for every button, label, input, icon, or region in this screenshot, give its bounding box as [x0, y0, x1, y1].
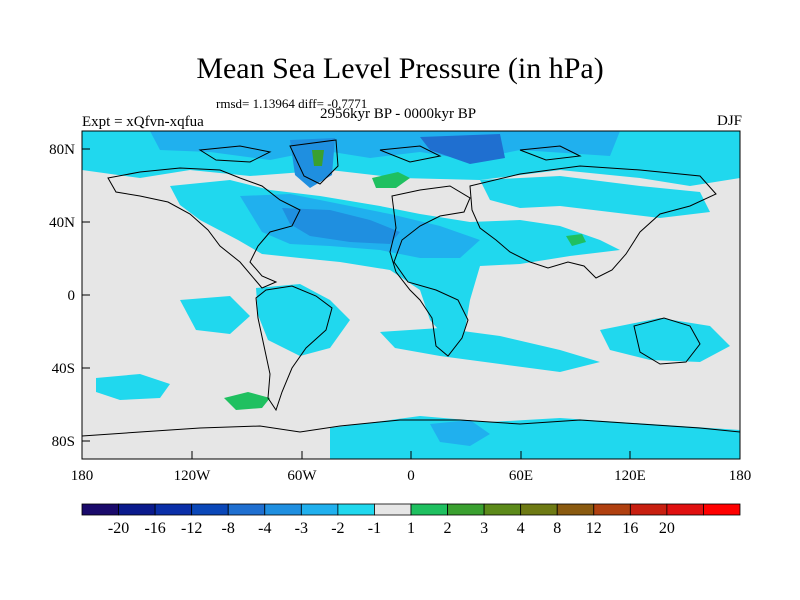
y-tick-label: 80N — [49, 142, 75, 158]
y-axis — [82, 148, 90, 442]
x-tick-label: 120E — [614, 468, 646, 484]
south-pacific-region — [180, 296, 250, 334]
colorbar-swatch — [629, 503, 668, 516]
colorbar-label: -3 — [295, 520, 308, 537]
colorbar-label: -20 — [108, 520, 129, 537]
y-tick-label: 0 — [68, 288, 76, 304]
plot-title: Mean Sea Level Pressure (in hPa) — [196, 52, 604, 85]
period-label: 2956kyr BP - 0000kyr BP — [320, 106, 477, 122]
greenland-positive-patch — [312, 150, 324, 166]
colorbar-swatch — [666, 503, 704, 516]
atlantic-anomaly-deep — [282, 208, 400, 244]
x-tick-labels: 180 120W 60W 0 60E 120E 180 — [71, 468, 752, 484]
colorbar-swatch — [118, 503, 156, 516]
colorbar-label: -2 — [331, 520, 344, 537]
colorbar-label: 1 — [407, 520, 415, 537]
south-pacific-positive-patch — [224, 392, 270, 410]
coastlines — [82, 139, 740, 437]
colorbar-swatch — [191, 503, 229, 516]
x-tick-label: 120W — [174, 468, 212, 484]
colorbar-swatch — [300, 503, 339, 516]
map-field — [82, 131, 740, 459]
arctic-islands-coast — [198, 145, 582, 163]
south-america-region — [256, 284, 350, 356]
colorbar-label: -12 — [181, 520, 202, 537]
asia-anomaly-region — [480, 176, 710, 218]
colorbar-label: 3 — [480, 520, 488, 537]
y-tick-label: 80S — [52, 434, 75, 450]
southeast-pacific-region — [96, 374, 170, 400]
colorbar — [81, 503, 741, 516]
colorbar-label: -8 — [222, 520, 235, 537]
tibet-positive-patch — [566, 234, 586, 246]
colorbar-label: 12 — [586, 520, 602, 537]
x-tick-label: 180 — [729, 468, 752, 484]
colorbar-swatch — [520, 503, 558, 516]
colorbar-label: 2 — [444, 520, 452, 537]
north-america-coast — [107, 167, 301, 289]
antarctic-strong-region — [430, 420, 490, 446]
x-tick-label: 180 — [71, 468, 94, 484]
colorbar-label: 20 — [659, 520, 675, 537]
colorbar-swatch — [374, 503, 412, 516]
south-america-coast — [255, 285, 333, 412]
colorbar-swatch — [154, 503, 193, 516]
colorbar-label: 16 — [622, 520, 638, 537]
experiment-label: Expt = xQfvn-xqfua — [82, 114, 204, 130]
asia-coast — [469, 165, 717, 279]
greenland-coast — [289, 139, 339, 185]
arctic-deep-region — [420, 134, 505, 164]
y-tick-label: 40S — [52, 361, 75, 377]
colorbar-label: 4 — [517, 520, 525, 537]
colorbar-swatch — [703, 503, 741, 516]
y-tick-labels: 80N 40N 0 40S 80S — [49, 142, 75, 450]
map-background — [82, 131, 740, 459]
siberia-positive-patch — [372, 172, 410, 188]
colorbar-label: -1 — [368, 520, 381, 537]
colorbar-label: 8 — [553, 520, 561, 537]
europe-africa-coast — [389, 185, 471, 357]
colorbar-swatch — [227, 503, 266, 516]
stats-text: rmsd= 1.13964 diff= -0.7771 — [216, 96, 368, 111]
colorbar-swatch — [410, 503, 448, 516]
y-tick-label: 40N — [49, 215, 75, 231]
colorbar-label: -4 — [258, 520, 271, 537]
australia-coast — [633, 317, 701, 365]
colorbar-labels: -20 -16 -12 -8 -4 -3 -2 -1 1 2 3 4 8 12 16 20 — [108, 520, 675, 537]
x-tick-label: 0 — [407, 468, 415, 484]
colorbar-swatch — [264, 503, 302, 516]
colorbar-swatch — [593, 503, 631, 516]
colorbar-swatch — [556, 503, 595, 516]
x-tick-label: 60E — [509, 468, 533, 484]
colorbar-label: -16 — [144, 520, 165, 537]
colorbar-swatch — [337, 503, 375, 516]
season-label: DJF — [716, 113, 742, 129]
antarctica-coast — [82, 419, 740, 437]
colorbar-swatch — [447, 503, 485, 516]
colorbar-swatch — [483, 503, 522, 516]
colorbar-swatch — [81, 503, 119, 516]
x-tick-label: 60W — [287, 468, 317, 484]
indian-ocean-region — [600, 318, 730, 362]
x-axis — [81, 451, 741, 459]
